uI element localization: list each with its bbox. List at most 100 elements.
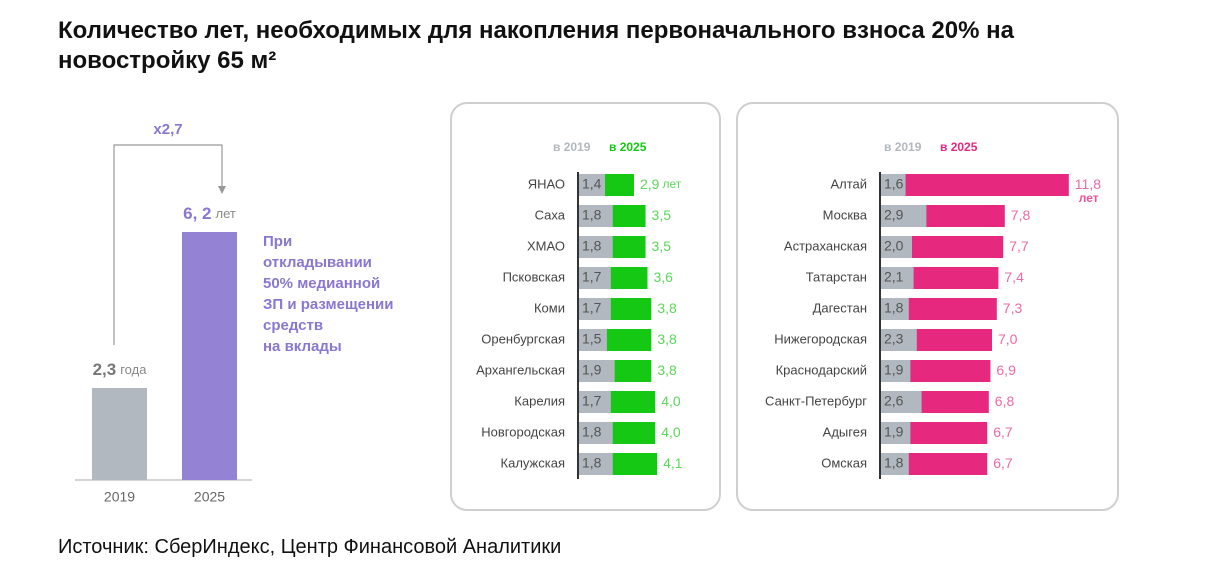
bar-2019 [880,391,922,413]
value-number: 7,8 [1011,207,1031,223]
bar-2019 [578,174,606,196]
x-tick-label: 2025 [194,489,225,505]
bar-2019 [880,422,911,444]
source: Источник: СберИндекс, Центр Финансовой А… [58,536,562,558]
value-label: 3,5 [652,238,672,254]
bar-2019 [578,205,613,227]
value-label: 3,8 [657,331,677,347]
value-label: 1,8 [884,455,904,471]
bar-2019 [880,453,909,475]
value-number: 6,8 [995,393,1015,409]
category-label: Адыгея [823,424,867,439]
bar-2019 [880,236,912,258]
value-number: 3,8 [657,362,677,378]
bar-2025 [880,174,1069,196]
bar-2019 [578,236,613,258]
value-label: 1,5 [582,331,602,347]
bar [92,388,147,480]
value-unit: лет [216,206,236,221]
title: Количество лет, необходимых для накоплен… [58,17,1014,74]
note-line: средств [263,317,323,334]
value-label: 3,8 [657,300,677,316]
value-number: 3,8 [657,331,677,347]
value-number: 3,6 [653,269,673,285]
value-label: 7,8 [1011,207,1031,223]
category-label: Татарстан [806,269,867,284]
legend-label: в 2025 [940,140,978,154]
value-label: 1,8 [582,207,602,223]
note-line: откладывании [263,254,372,271]
value-label: 6,7 [993,424,1013,440]
value-label: 1,9 [884,424,904,440]
value-number: 6,7 [993,424,1013,440]
value-label: 2,3 [884,331,904,347]
value-label: 3,8 [657,362,677,378]
x-tick-label: 2019 [104,489,135,505]
bracket [113,144,223,345]
value-label: 4,1 [663,455,683,471]
category-label: Алтай [830,176,867,191]
value-number: 4,0 [661,393,681,409]
value-number: 2,9 [640,176,660,192]
legend-label: в 2025 [609,140,647,154]
value-unit: лет [1079,191,1099,205]
bar-2019 [578,360,615,382]
value-label: 2,3 года [93,360,148,379]
value-label: 1,7 [582,300,602,316]
value-label: 6,7 [993,455,1013,471]
value-number: 6,7 [993,455,1013,471]
category-label: Астраханская [784,238,867,253]
value-number: 7,7 [1009,238,1029,254]
bar-2019 [880,267,914,289]
note-line: 50% медианной [263,275,380,292]
value-label: 1,9 [884,362,904,378]
category-label: ХМАО [527,238,565,253]
value-number: 2,3 [93,360,117,379]
category-label: Калужская [501,455,565,470]
category-label: Дагестан [813,300,867,315]
bar-2019 [578,329,607,351]
value-label: 6, 2 лет [183,204,236,223]
value-label: 1,8 [884,300,904,316]
bar-2019 [578,391,611,413]
value-label: 1,4 [582,176,602,192]
value-unit: лет [662,177,681,191]
value-label: 2,0 [884,238,904,254]
value-label: 4,0 [661,424,681,440]
value-label: 1,8 [582,238,602,254]
value-label: 2,1 [884,269,904,285]
category-label: Архангельская [476,362,565,377]
value-label: 2,6 [884,393,904,409]
panel [450,102,721,511]
category-label: Санкт-Петербург [765,393,867,408]
category-label: Оренбургская [481,331,565,346]
value-number: 3,5 [652,238,672,254]
bar [182,232,237,480]
value-label: 7,0 [998,331,1018,347]
category-label: Москва [823,207,868,222]
value-number: 6, 2 [183,204,211,223]
value-label: 1,8 [582,424,602,440]
value-label: 1,9 [582,362,602,378]
arrow [218,186,226,194]
value-label: 11,8 [1075,176,1101,192]
value-label: 7,7 [1009,238,1029,254]
value-label: 2,9 лет [640,176,682,192]
category-label: Нижегородская [774,331,867,346]
value-label: 6,8 [995,393,1015,409]
bar-2019 [578,453,613,475]
value-number: 7,4 [1004,269,1024,285]
value-number: 7,0 [998,331,1018,347]
legend-label: в 2019 [553,140,591,154]
category-label: Коми [534,300,565,315]
value-number: 4,1 [663,455,683,471]
category-label: Карелия [514,393,565,408]
category-label: Саха [535,207,566,222]
bar-2019 [880,329,917,351]
value-label: 7,4 [1004,269,1024,285]
value-label: 1,7 [582,269,602,285]
bar-2019 [578,422,613,444]
bar-2019 [880,360,911,382]
